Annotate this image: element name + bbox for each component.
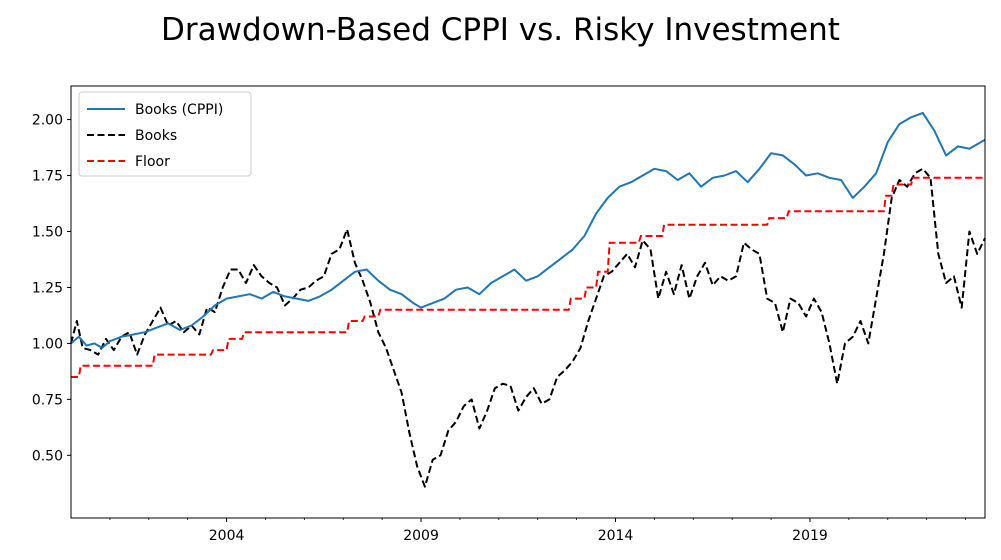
x-tick-label: 2004 [209,528,245,544]
series-layer [70,111,986,488]
series-line-books-cppi [70,111,986,349]
x-tick-label: 2019 [792,528,828,544]
chart-title: Drawdown-Based CPPI vs. Risky Investment [161,12,840,48]
y-tick-label: 0.50 [32,448,63,464]
x-tick-label: 2014 [598,528,634,544]
y-tick-label: 2.00 [32,113,63,129]
legend-label-books-cppi: Books (CPPI) [135,102,223,118]
x-axis: 2004 2009 2014 2019 [109,518,966,544]
y-tick-label: 1.50 [32,224,63,240]
y-tick-label: 0.75 [32,392,63,408]
legend-box [78,91,252,177]
y-tick-label: 1.75 [32,169,63,185]
y-tick-label: 1.25 [32,280,63,296]
y-tick-label: 1.00 [32,336,63,352]
legend: Books (CPPI) Books Floor [78,91,252,177]
series-line-floor [71,176,985,378]
series-line-books [70,167,986,488]
x-tick-label: 2009 [403,528,439,544]
y-axis: 0.50 0.75 1.00 1.25 1.50 1.75 2.00 [32,113,71,464]
legend-label-books: Books [135,128,177,144]
legend-label-floor: Floor [135,154,170,170]
plot-frame [70,85,986,519]
